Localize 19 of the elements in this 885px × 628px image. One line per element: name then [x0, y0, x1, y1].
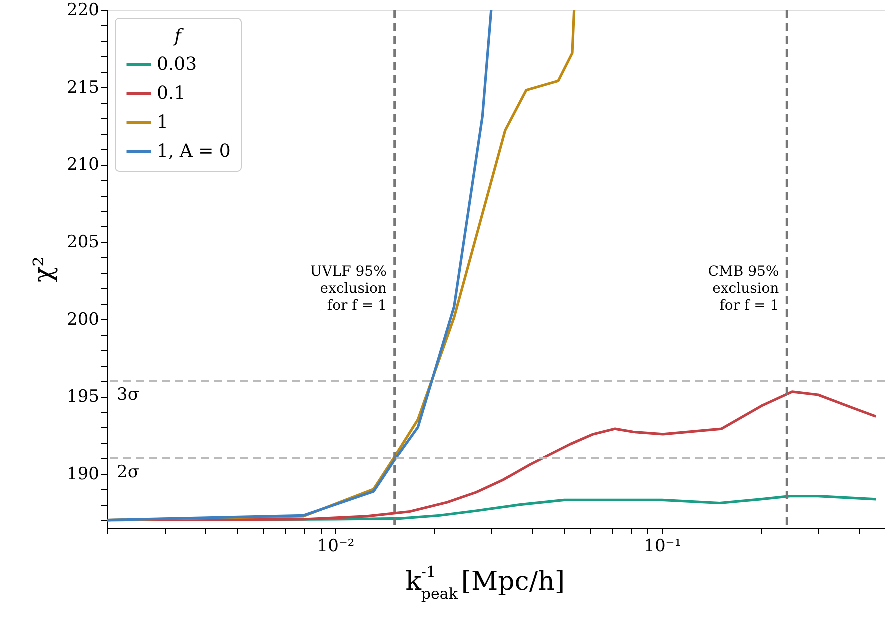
y-tick-label: 220: [67, 0, 100, 20]
annotation: CMB 95% exclusion for f = 1: [708, 264, 780, 314]
y-tick-label: 195: [67, 387, 100, 408]
legend-label: 0.03: [157, 54, 198, 75]
ref-line-label: 3σ: [117, 385, 140, 406]
y-tick-label: 200: [67, 310, 100, 330]
ref-line-label: 2σ: [117, 462, 140, 482]
y-axis-title: χ²: [29, 256, 60, 283]
legend-label: 1, A = 0: [157, 141, 231, 162]
y-tick-label: 190: [67, 464, 100, 484]
y-tick-label: 210: [67, 155, 100, 176]
y-tick-label: 215: [67, 78, 100, 98]
x-tick-label: 10⁻²: [317, 536, 355, 556]
legend-title: f: [172, 26, 185, 47]
x-tick-label: 10⁻¹: [644, 536, 682, 556]
y-tick-label: 205: [67, 232, 100, 252]
legend-label: 1: [157, 112, 168, 133]
annotation: UVLF 95% exclusion for f = 1: [310, 264, 387, 314]
legend-label: 0.1: [157, 83, 186, 104]
